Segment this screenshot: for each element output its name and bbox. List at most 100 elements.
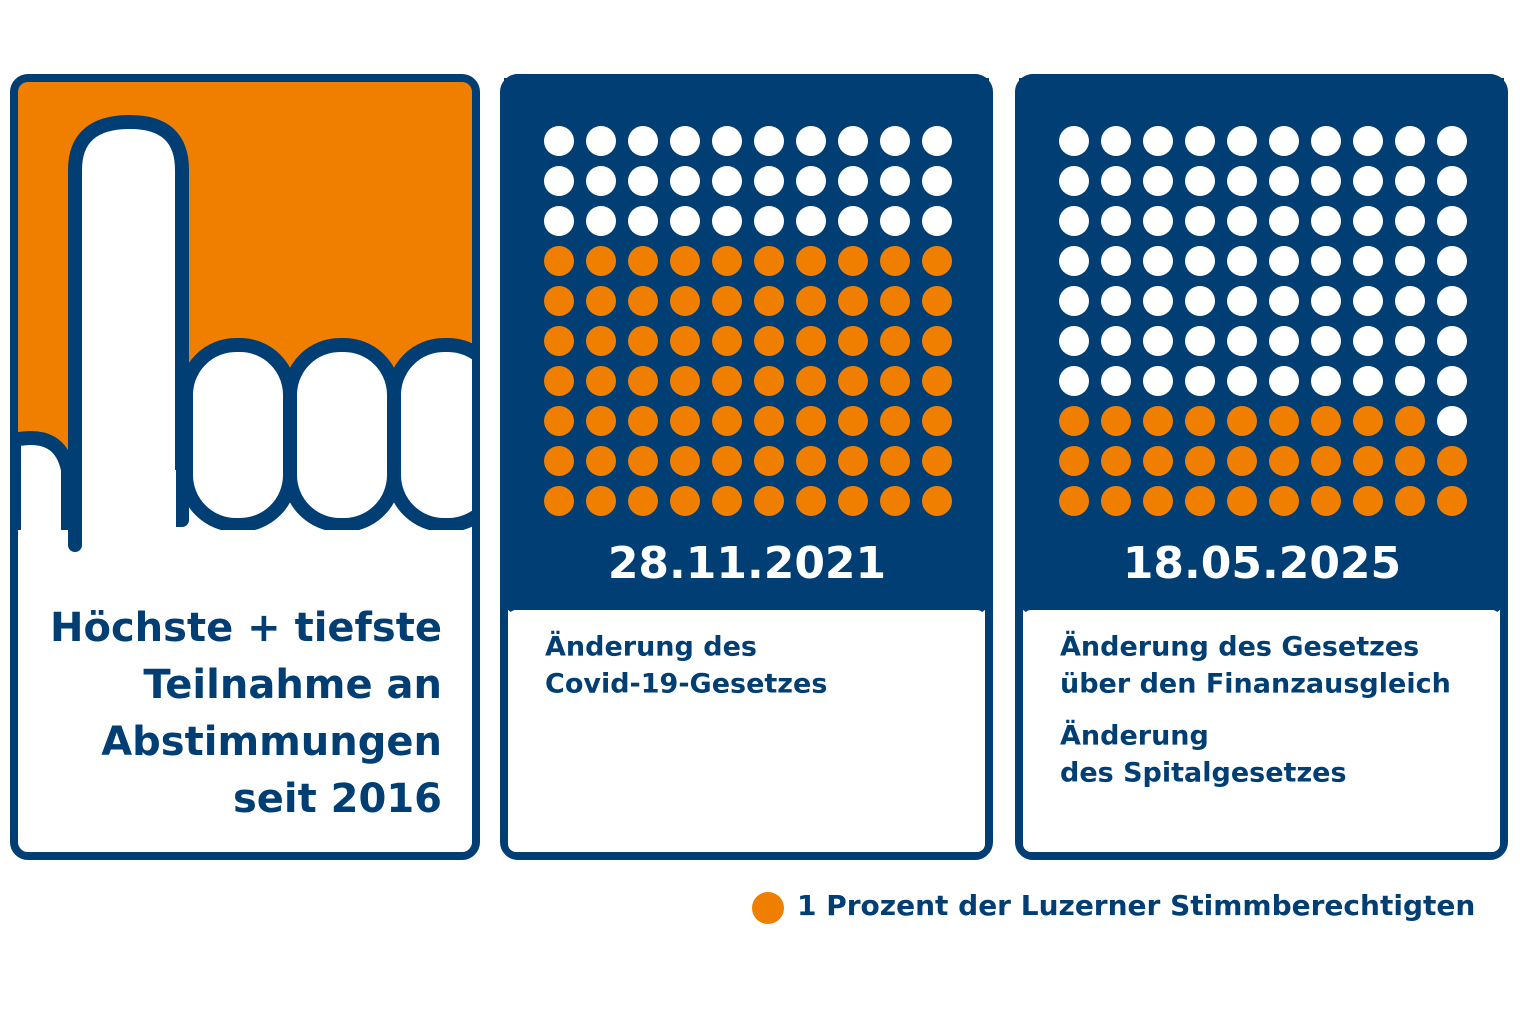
dot-filled bbox=[1101, 406, 1131, 436]
note-line: des Spitalgesetzes bbox=[1060, 758, 1347, 789]
dot-empty bbox=[1101, 126, 1131, 156]
dot-filled bbox=[796, 406, 826, 436]
dot-filled bbox=[670, 366, 700, 396]
dot-filled bbox=[796, 366, 826, 396]
dot-filled bbox=[796, 486, 826, 516]
dot-filled bbox=[1311, 406, 1341, 436]
dot-empty bbox=[1311, 246, 1341, 276]
dot-filled bbox=[754, 246, 784, 276]
dot-empty bbox=[1311, 366, 1341, 396]
dot-empty bbox=[1227, 286, 1257, 316]
dot-filled bbox=[544, 246, 574, 276]
dot-empty bbox=[1143, 166, 1173, 196]
dot-filled bbox=[670, 326, 700, 356]
dot-empty bbox=[1101, 206, 1131, 236]
dot-filled bbox=[880, 486, 910, 516]
dot-filled bbox=[1353, 446, 1383, 476]
dot-empty bbox=[1395, 366, 1425, 396]
dot-filled bbox=[922, 446, 952, 476]
dot-empty bbox=[1395, 206, 1425, 236]
dot-empty bbox=[796, 206, 826, 236]
dot-filled bbox=[670, 446, 700, 476]
dot-empty bbox=[1101, 166, 1131, 196]
dot-empty bbox=[880, 206, 910, 236]
dot-empty bbox=[1185, 286, 1215, 316]
dot-empty bbox=[1185, 166, 1215, 196]
dot-filled bbox=[880, 366, 910, 396]
dot-empty bbox=[1227, 326, 1257, 356]
dot-filled bbox=[1437, 446, 1467, 476]
dot-empty bbox=[754, 206, 784, 236]
dot-empty bbox=[1059, 246, 1089, 276]
dot-empty bbox=[1143, 366, 1173, 396]
dot-filled bbox=[1101, 446, 1131, 476]
panel-header-top bbox=[504, 74, 989, 614]
dot-empty bbox=[544, 126, 574, 156]
dot-filled bbox=[922, 486, 952, 516]
note-line: über den Finanzausgleich bbox=[1060, 669, 1451, 700]
dot-empty bbox=[1437, 166, 1467, 196]
dot-filled bbox=[1185, 406, 1215, 436]
dot-filled bbox=[1437, 486, 1467, 516]
dot-filled bbox=[1353, 486, 1383, 516]
dot-empty bbox=[1353, 166, 1383, 196]
dot-filled bbox=[712, 326, 742, 356]
dot-filled bbox=[796, 326, 826, 356]
dot-empty bbox=[1437, 206, 1467, 236]
dot-empty bbox=[1437, 286, 1467, 316]
dot-empty bbox=[712, 126, 742, 156]
dot-empty bbox=[1269, 126, 1299, 156]
dot-empty bbox=[1395, 286, 1425, 316]
dot-filled bbox=[586, 286, 616, 316]
dot-filled bbox=[628, 406, 658, 436]
hand-illustration bbox=[14, 78, 476, 856]
dot-filled bbox=[670, 246, 700, 276]
dot-empty bbox=[1185, 126, 1215, 156]
dot-empty bbox=[922, 166, 952, 196]
dot-empty bbox=[1059, 326, 1089, 356]
dot-filled bbox=[1269, 486, 1299, 516]
dot-empty bbox=[1059, 286, 1089, 316]
title-line: Höchste + tiefste bbox=[50, 605, 442, 651]
dot-empty bbox=[1395, 166, 1425, 196]
dot-empty bbox=[670, 206, 700, 236]
dot-empty bbox=[1395, 126, 1425, 156]
dot-empty bbox=[586, 166, 616, 196]
dot-filled bbox=[1059, 446, 1089, 476]
dot-empty bbox=[1101, 366, 1131, 396]
dot-filled bbox=[1395, 406, 1425, 436]
dot-filled bbox=[712, 406, 742, 436]
dot-filled bbox=[670, 286, 700, 316]
dot-filled bbox=[1143, 406, 1173, 436]
dot-filled bbox=[670, 406, 700, 436]
dot-empty bbox=[1227, 246, 1257, 276]
dot-filled bbox=[1143, 486, 1173, 516]
dot-empty bbox=[1269, 166, 1299, 196]
dot-filled bbox=[586, 406, 616, 436]
dot-empty bbox=[628, 126, 658, 156]
dot-empty bbox=[1437, 246, 1467, 276]
dot-empty bbox=[1353, 326, 1383, 356]
dot-empty bbox=[1311, 286, 1341, 316]
dot-empty bbox=[1059, 166, 1089, 196]
dot-empty bbox=[670, 126, 700, 156]
dot-empty bbox=[628, 166, 658, 196]
dot-filled bbox=[838, 326, 868, 356]
dot-empty bbox=[1269, 286, 1299, 316]
dot-filled bbox=[628, 446, 658, 476]
dot-filled bbox=[796, 446, 826, 476]
dot-filled bbox=[628, 286, 658, 316]
panel-border bbox=[10, 74, 480, 860]
dot-filled bbox=[544, 366, 574, 396]
dot-empty bbox=[1311, 206, 1341, 236]
dot-empty bbox=[1269, 246, 1299, 276]
dot-filled bbox=[544, 326, 574, 356]
dot-filled bbox=[838, 486, 868, 516]
dot-filled bbox=[796, 246, 826, 276]
dot-filled bbox=[586, 246, 616, 276]
dot-empty bbox=[1437, 326, 1467, 356]
dot-filled bbox=[712, 446, 742, 476]
dot-filled bbox=[1143, 446, 1173, 476]
dot-empty bbox=[1269, 206, 1299, 236]
